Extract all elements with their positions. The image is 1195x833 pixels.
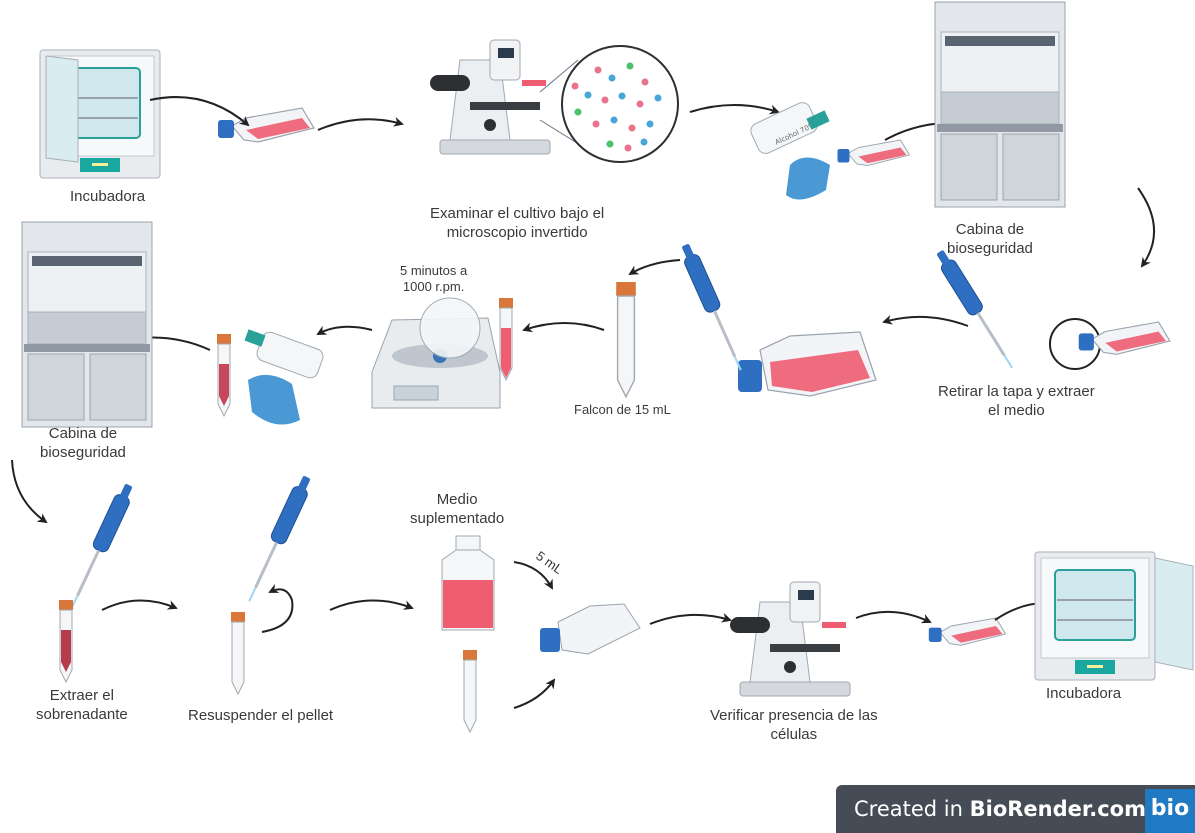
biorender-logo-icon: bio — [1145, 789, 1195, 833]
label-centrifuge-line-2: 1000 r.pm. — [402, 279, 465, 294]
arrow-resuspend-to-medium — [329, 599, 414, 611]
arrow-incubator-to-flask — [149, 96, 250, 127]
biosafety-cabinet-2 — [21, 221, 153, 428]
label-supernatant: Extraer el sobrenadante — [36, 686, 128, 724]
label-medium-line-1: Medio — [436, 491, 478, 508]
badge-text: Created in BioRender.com — [854, 797, 1146, 821]
culture-flask-2 — [837, 139, 910, 166]
arrow-volume — [513, 561, 553, 590]
spray-and-glove-2 — [216, 329, 324, 425]
cell-magnification-circle — [561, 45, 679, 163]
label-examine-microscope: Examinar el cultivo bajo el microscopio … — [430, 204, 604, 242]
culture-flask-empty — [540, 603, 641, 655]
rotation-indicator-2 — [261, 583, 294, 633]
label-centrifuge-line-1: 5 minutos a — [400, 263, 468, 278]
badge-brand: BioRender.com — [969, 797, 1146, 821]
label-incubator-1: Incubadora — [70, 188, 146, 205]
tube-with-sample-2 — [216, 333, 232, 417]
arrow-cabinet-2-down — [11, 459, 48, 524]
biosafety-cabinet-1 — [934, 1, 1066, 208]
culture-flask-large — [738, 331, 877, 397]
label-remove-line-1: Retirar la tapa y extraer — [938, 383, 1095, 400]
microscope-2-illustration — [729, 581, 851, 697]
spray-and-glove-1: Alcohol 70% — [750, 102, 830, 200]
biorender-badge[interactable]: Created in BioRender.com bio — [836, 785, 1195, 833]
label-examine-line-1: Examinar el cultivo bajo el — [430, 205, 605, 222]
tube-supernatant — [58, 599, 74, 683]
arrow-microscope-to-flask — [855, 610, 932, 624]
label-verify: Verificar presencia de las células — [710, 706, 878, 744]
microscope-1-illustration — [429, 39, 551, 155]
label-verify-line-1: Verificar presencia de las — [710, 707, 878, 724]
label-remove-medium: Retirar la tapa y extraer el medio — [938, 382, 1095, 420]
label-falcon: Falcon de 15 mL — [574, 402, 671, 417]
badge-prefix: Created in — [854, 797, 970, 821]
pipette-1 — [931, 246, 1021, 374]
centrifuge — [371, 297, 501, 409]
arrow-to-large-flask — [882, 314, 969, 327]
label-cabinet-2: Cabina de bioseguridad — [40, 424, 126, 462]
label-cabinet-1: Cabina de bioseguridad — [947, 220, 1033, 258]
arrow-centrifuge-to-spray — [316, 325, 373, 335]
arrow-supernatant-to-resuspend — [101, 599, 178, 611]
arrow-tube-to-flask — [513, 678, 556, 709]
arrow-flask-to-microscope-2 — [649, 612, 732, 625]
pipette-4 — [240, 472, 316, 607]
label-centrifuge: 5 minutos a 1000 r.pm. — [400, 263, 467, 295]
label-medium-line-2: suplementado — [410, 510, 505, 527]
pipette-3 — [62, 480, 138, 615]
arrow-microscope-to-spray — [689, 104, 780, 115]
label-supernatant-line-2: sobrenadante — [36, 706, 128, 723]
label-supernatant-line-1: Extraer el — [49, 687, 114, 704]
label-cabinet-1-line-1: Cabina de — [955, 221, 1025, 238]
medium-bottle — [441, 535, 495, 631]
label-verify-line-2: células — [770, 726, 818, 743]
label-cabinet-1-line-2: bioseguridad — [947, 240, 1033, 257]
incubator-2-illustration — [1034, 551, 1194, 681]
tube-with-medium — [462, 649, 478, 733]
arrow-falcon-to-tube — [522, 322, 605, 333]
incubator-1-illustration — [39, 49, 161, 179]
label-cabinet-2-line-1: Cabina de — [48, 425, 118, 442]
tube-pellet — [230, 611, 246, 695]
tube-with-sample-1 — [498, 297, 514, 381]
label-incubator-2: Incubadora — [1046, 685, 1122, 702]
pipette-2 — [676, 240, 750, 375]
label-resuspend: Resuspender el pellet — [188, 707, 334, 724]
arrow-cabinet-down — [1137, 187, 1155, 268]
culture-flask-3 — [928, 617, 1007, 646]
label-medium: Medio suplementado — [410, 490, 504, 528]
label-cabinet-2-line-2: bioseguridad — [40, 444, 126, 461]
falcon-15ml-tube — [615, 281, 637, 398]
label-remove-line-2: el medio — [988, 402, 1045, 419]
arrow-flask-to-microscope — [317, 116, 404, 131]
arrow-to-falcon — [628, 259, 681, 276]
label-examine-line-2: microscopio invertido — [446, 224, 588, 241]
